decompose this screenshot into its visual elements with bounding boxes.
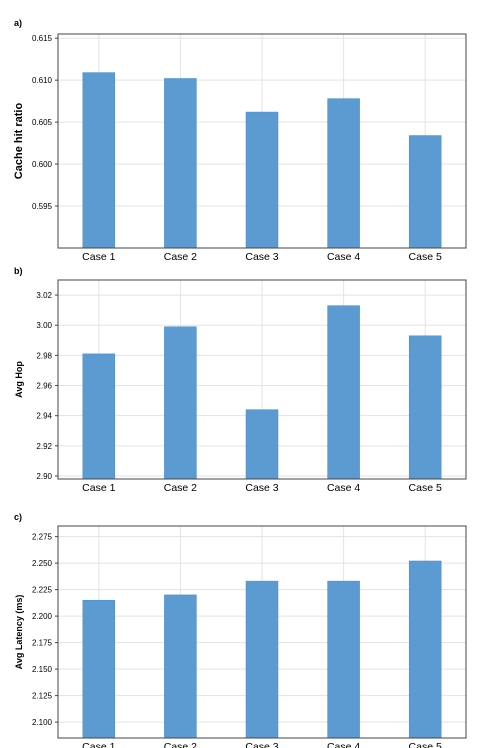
axes-frame	[57, 33, 467, 249]
x-tick-label: Case 3	[245, 741, 278, 748]
y-tick-label: 2.225	[32, 586, 53, 595]
x-tick-label: Case 5	[409, 251, 442, 263]
bar	[245, 580, 279, 739]
y-tick-label: 2.200	[32, 612, 53, 621]
x-tick-label: Case 2	[164, 741, 197, 748]
x-tick-label: Case 1	[82, 482, 115, 494]
y-tick-label: 3.02	[36, 291, 52, 300]
bar	[245, 111, 279, 249]
axes-frame	[57, 525, 467, 739]
bar	[408, 135, 442, 249]
y-axis-label: Avg Latency (ms)	[14, 595, 24, 670]
y-tick-label: 2.250	[32, 559, 53, 568]
bar	[327, 580, 360, 739]
x-tick-label: Case 4	[327, 741, 360, 748]
x-tick-label: Case 4	[327, 482, 360, 494]
y-axis-label: Cache hit ratio	[13, 103, 25, 180]
x-tick-label: Case 5	[409, 741, 442, 748]
bar	[164, 78, 197, 249]
y-tick-label: 3.00	[36, 321, 52, 330]
panel-label: b)	[14, 266, 23, 276]
bar	[164, 326, 197, 480]
y-axis-label: Avg Hop	[14, 361, 24, 398]
panel-label: c)	[14, 512, 22, 522]
bar	[245, 409, 279, 480]
y-tick-label: 2.92	[36, 442, 52, 451]
axes-frame	[57, 279, 467, 480]
y-tick-label: 2.275	[32, 533, 53, 542]
y-tick-label: 0.595	[32, 202, 53, 211]
y-tick-label: 0.600	[32, 160, 53, 169]
x-tick-label: Case 5	[409, 482, 442, 494]
bar	[82, 353, 116, 480]
y-tick-label: 0.605	[32, 118, 53, 127]
bar	[82, 599, 116, 739]
bar	[408, 560, 442, 739]
x-tick-label: Case 1	[82, 251, 115, 263]
bar	[164, 594, 197, 739]
y-tick-label: 2.175	[32, 639, 53, 648]
x-tick-label: Case 4	[327, 251, 360, 263]
y-tick-label: 0.615	[32, 34, 53, 43]
y-tick-label: 2.125	[32, 692, 53, 701]
x-tick-label: Case 3	[245, 251, 278, 263]
bar	[408, 335, 442, 480]
y-tick-label: 0.610	[32, 76, 53, 85]
bar	[327, 305, 360, 480]
y-tick-label: 2.150	[32, 665, 53, 674]
x-tick-label: Case 2	[164, 482, 197, 494]
x-tick-label: Case 2	[164, 251, 197, 263]
x-tick-label: Case 3	[245, 482, 278, 494]
x-tick-label: Case 1	[82, 741, 115, 748]
y-tick-label: 2.90	[36, 472, 52, 481]
y-tick-label: 2.94	[36, 412, 52, 421]
bar	[327, 98, 360, 249]
y-tick-label: 2.100	[32, 718, 53, 727]
y-tick-label: 2.96	[36, 382, 52, 391]
panel-label: a)	[14, 18, 22, 28]
bar	[82, 72, 116, 249]
y-tick-label: 2.98	[36, 351, 52, 360]
